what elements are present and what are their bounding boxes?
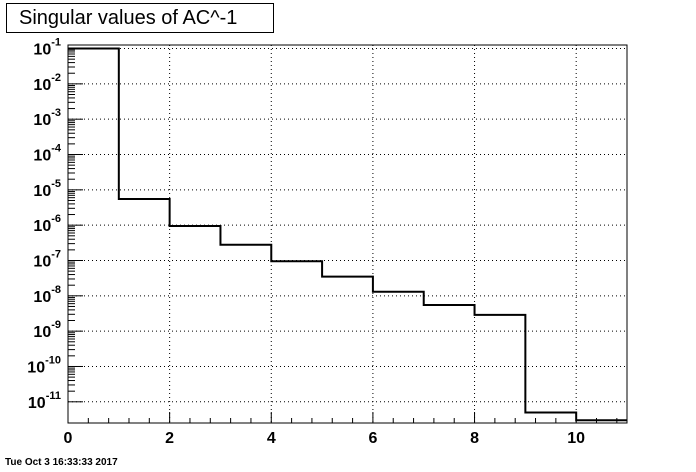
y-tick-label: 10-1 — [33, 37, 61, 59]
y-tick-label: 10-11 — [28, 390, 61, 412]
y-axis: 10-1 10-2 10-3 10-4 10-5 10-6 10-7 10-8 10-9 10-1… — [27, 37, 83, 412]
histogram-bin — [119, 199, 170, 423]
y-tick-label: 10-7 — [33, 248, 61, 270]
histogram-bin — [271, 261, 322, 423]
histogram-bin — [525, 412, 576, 423]
histogram-bin — [220, 245, 271, 423]
y-tick-label: 10-2 — [33, 72, 61, 94]
y-tick-label: 10-4 — [33, 143, 61, 165]
x-tick-label: 4 — [267, 430, 276, 447]
x-tick-label: 8 — [470, 430, 479, 447]
y-tick-label: 10-10 — [27, 354, 61, 376]
histogram-series — [68, 47, 627, 423]
chart-title-box: Singular values of AC^-1 — [6, 3, 274, 33]
x-tick-label: 6 — [368, 430, 377, 447]
plot-frame — [67, 44, 628, 424]
timestamp-label: Tue Oct 3 16:33:33 2017 — [5, 457, 118, 468]
x-axis: 0 2 4 6 8 10 — [64, 412, 618, 447]
histogram-bin — [475, 315, 526, 423]
x-tick-label: 0 — [64, 430, 73, 447]
histogram-line — [68, 47, 627, 422]
histogram-bin — [424, 305, 475, 423]
x-tick-label: 2 — [165, 430, 174, 447]
y-tick-label: 10-8 — [33, 284, 61, 306]
y-tick-label: 10-5 — [33, 178, 61, 200]
x-tick-label: 10 — [567, 430, 585, 447]
histogram-bin — [170, 226, 221, 423]
y-tick-label: 10-9 — [33, 319, 61, 341]
y-tick-label: 10-3 — [33, 107, 61, 129]
chart-title: Singular values of AC^-1 — [19, 6, 238, 29]
histogram-bin — [322, 277, 373, 423]
histogram-bin — [373, 292, 424, 423]
y-tick-label: 10-6 — [33, 213, 61, 235]
